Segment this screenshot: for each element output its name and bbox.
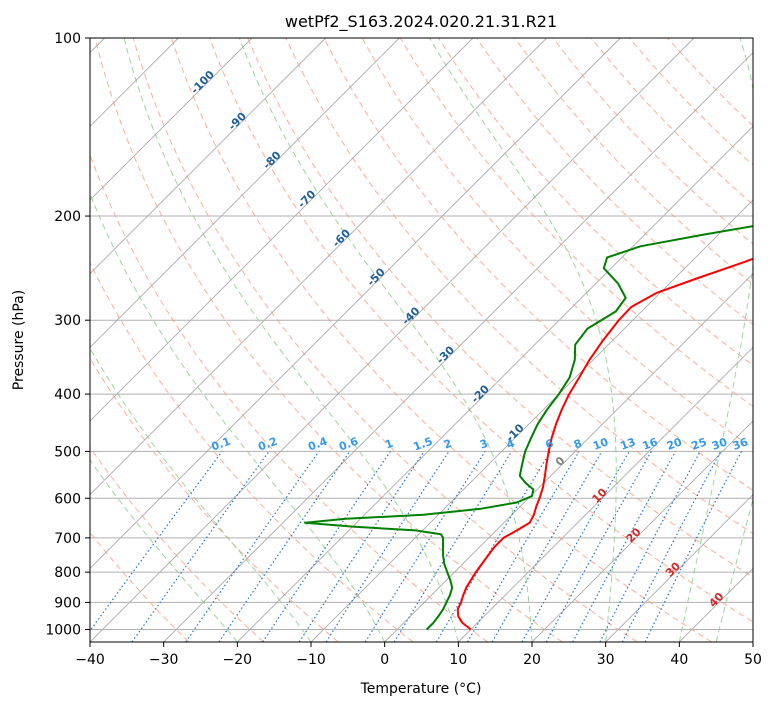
moist-adiabat [90,192,386,642]
mixing-ratio-line [262,451,391,642]
y-tick-label: 1000 [45,622,81,638]
mixing-ratio-line [572,451,677,642]
moist-adiabat [123,38,459,642]
x-tick-label: 50 [744,652,762,668]
y-tick-label: 300 [54,313,81,329]
moist-adiabat [238,38,533,642]
x-axis-title: Temperature (°C) [360,681,482,697]
x-tick-label: −30 [149,652,179,668]
dry-adiabat [90,446,264,642]
mixing-ratio-line [131,451,270,642]
y-tick-label: 700 [54,531,81,547]
mixing-ratio-lines [90,451,743,642]
mixing-ratio-line [325,451,450,642]
isotherm-line [458,346,753,642]
mixing-ratio-label: 2 [442,437,454,452]
mixing-ratio-label: 3 [478,437,490,452]
dry-adiabat [132,38,638,642]
x-tick-label: −20 [223,652,253,668]
mixing-ratio-label: 16 [641,435,660,453]
plot-area [90,38,753,642]
dry-adiabat [209,38,753,623]
isotherm-line [90,38,326,275]
y-axis-ticks: 100 200 300 400 500 600 700 800 900 1000 [45,31,90,638]
y-tick-label: 200 [54,209,81,225]
mixing-ratio-line [298,451,425,642]
x-tick-label: −40 [75,652,105,668]
dry-adiabat [94,38,563,642]
pressure-gridlines [90,38,753,630]
dewpoint-profile-line [304,225,753,631]
isotherm-line [310,199,753,642]
x-tick-label: 40 [670,652,688,668]
isotherm-line [90,38,621,569]
mixing-ratio-label: 13 [619,435,638,452]
dry-adiabat [476,38,753,326]
temperature-profile-line [456,257,753,631]
mixing-ratio-label: 0.2 [256,435,279,454]
mixing-ratio-line [185,451,320,642]
isotherms [90,38,753,642]
isotherm-line [163,52,753,642]
sounding-profiles [304,225,753,631]
mixing-ratio-label: 0.1 [210,435,233,454]
mixing-ratio-label: 0.4 [306,435,329,454]
x-tick-label: 30 [597,652,615,668]
mixing-ratio-line [644,451,743,642]
isotherm-line [90,38,253,201]
mixing-ratio-label: 0.6 [337,435,360,454]
dry-adiabat [323,38,753,492]
dry-adiabats [90,38,753,642]
moist-adiabat [678,38,753,642]
y-tick-label: 800 [54,565,81,581]
y-tick-label: 100 [54,31,81,47]
isotherm-line [90,38,547,496]
dry-adiabat [247,38,753,578]
isotherm-line [531,420,753,642]
mixing-ratio-label: 1.5 [412,435,435,454]
dry-adiabat [514,38,753,285]
y-axis-title: Pressure (hPa) [11,290,27,390]
y-tick-label: 900 [54,595,81,611]
x-tick-label: 10 [449,652,467,668]
plot-frame [89,37,754,643]
mixing-ratio-label: 36 [731,435,750,453]
mixing-ratio-line [393,451,513,642]
chart-title: wetPf2_S163.2024.020.21.31.R21 [285,12,557,32]
moist-adiabat [715,497,753,642]
mixing-ratio-label: 25 [690,435,709,452]
mixing-ratio-label: 4 [505,437,517,452]
mixing-ratio-label: 6 [544,437,556,452]
y-tick-label: 400 [54,387,81,403]
mixing-ratio-label: 10 [591,435,610,453]
y-tick-label: 500 [54,444,81,460]
moist-adiabat [90,459,238,642]
isotherm-line [605,494,753,642]
mixing-ratio-label: 30 [710,435,729,453]
isotherm-line [384,273,753,642]
mixing-ratio-line [545,451,652,642]
y-tick-label: 600 [54,491,81,507]
mixing-ratio-label: 20 [665,435,684,453]
isotherm-line [90,38,400,348]
mixing-ratio-label: 8 [572,437,584,452]
mixing-ratio-line [218,451,351,642]
isotherm-line [237,125,753,642]
mixing-ratio-line [90,451,223,632]
moist-adiabat [429,38,617,642]
mixing-ratio-label: 1 [383,437,395,452]
x-tick-label: −10 [296,652,326,668]
dry-adiabat [170,38,712,642]
x-axis-ticks: −40 −30 −20 −10 0 10 20 30 40 50 [75,642,762,668]
isotherm-line [90,38,695,642]
x-tick-label: 0 [380,652,389,668]
dry-adiabat [90,261,414,642]
mixing-ratio-line [521,451,630,642]
x-tick-label: 20 [523,652,541,668]
dry-adiabat [285,38,753,535]
dry-adiabat [90,357,339,642]
isotherm-line [90,38,474,422]
mixing-ratio-line [621,451,722,642]
